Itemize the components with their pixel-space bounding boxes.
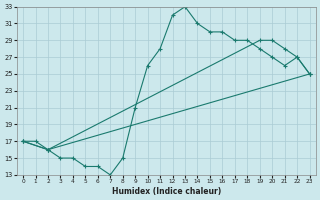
X-axis label: Humidex (Indice chaleur): Humidex (Indice chaleur) <box>112 187 221 196</box>
